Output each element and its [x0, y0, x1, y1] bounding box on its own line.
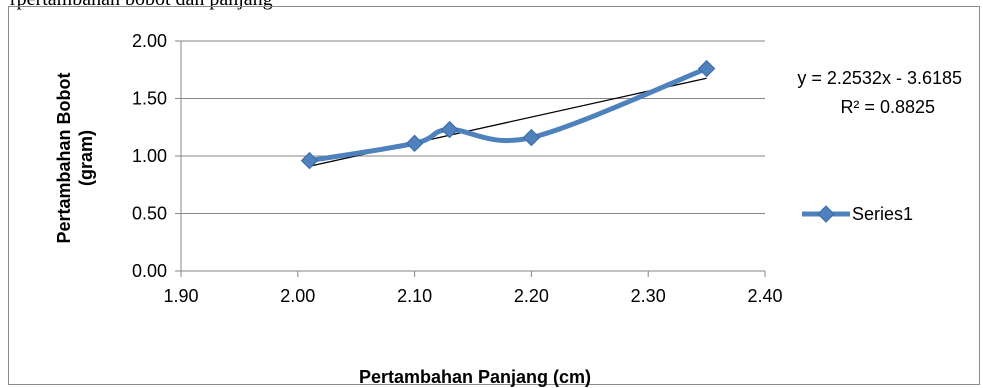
x-axis-title: Pertambahan Panjang (cm) — [359, 367, 591, 387]
x-tick-label-3: 2.20 — [514, 286, 549, 306]
legend-label: Series1 — [852, 204, 913, 224]
series — [300, 59, 716, 170]
y-tick-label-2: 1.00 — [132, 146, 167, 166]
legend-marker — [817, 205, 835, 223]
trendline-equation: y = 2.2532x - 3.6185 — [797, 68, 962, 88]
y-tick-label-1: 0.50 — [132, 204, 167, 224]
y-tick-label-3: 1.50 — [132, 89, 167, 109]
legend: Series1 — [802, 204, 913, 224]
axes — [175, 40, 766, 277]
trendline-r-squared: R² = 0.8825 — [840, 97, 935, 117]
y-axis-title-line-1: Pertambahan Bobot — [54, 72, 74, 243]
x-tick-label-1: 2.00 — [280, 286, 315, 306]
chart-area — [8, 6, 980, 385]
data-point-0-3 — [522, 128, 541, 147]
data-point-0-2 — [440, 120, 459, 139]
y-tick-label-0: 0.00 — [132, 261, 167, 281]
gridlines — [181, 40, 765, 214]
x-tick-label-4: 2.30 — [631, 286, 666, 306]
data-point-0-1 — [405, 134, 424, 153]
series-line-0 — [306, 66, 710, 164]
y-tick-label-4: 2.00 — [132, 31, 167, 51]
data-point-0-4 — [697, 59, 716, 78]
y-axis-title-line-2: (gram) — [76, 130, 96, 186]
figure-caption: rpertambahan bobot dan panjang — [10, 0, 273, 11]
data-point-0-0 — [300, 151, 319, 170]
x-tick-label-2: 2.10 — [397, 286, 432, 306]
x-tick-label-0: 1.90 — [163, 286, 198, 306]
y-axis-title: Pertambahan Bobot (gram) — [54, 72, 96, 243]
y-tick-labels: 0.00 0.50 1.00 1.50 2.00 — [132, 31, 167, 281]
x-tick-labels: 1.90 2.00 2.10 2.20 2.30 2.40 — [163, 286, 782, 306]
x-tick-label-5: 2.40 — [747, 286, 782, 306]
